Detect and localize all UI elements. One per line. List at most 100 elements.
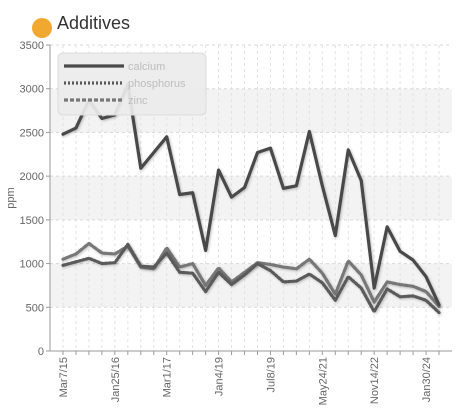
data-point-calcium	[101, 117, 103, 120]
x-tick-label: Mar1/17	[162, 357, 174, 397]
data-point-phosphorus	[438, 311, 440, 314]
data-point-phosphorus	[114, 261, 116, 264]
data-point-calcium	[204, 249, 207, 252]
data-point-zinc	[282, 266, 285, 268]
series-phosphorus	[61, 242, 441, 315]
data-point-zinc	[114, 253, 116, 255]
chart-title: Additives	[57, 13, 130, 33]
grid-lines	[50, 44, 452, 352]
data-point-calcium	[62, 133, 64, 135]
data-point-zinc	[101, 252, 103, 254]
data-point-zinc	[75, 253, 77, 255]
x-tick-label: Jan25/16	[110, 357, 122, 402]
data-point-phosphorus	[308, 273, 311, 275]
data-point-zinc	[308, 258, 311, 261]
y-tick-label: 3500	[20, 40, 44, 52]
title-group: Additives	[32, 13, 130, 38]
y-tick-label: 500	[26, 302, 44, 314]
data-point-phosphorus	[425, 299, 427, 302]
data-point-phosphorus	[243, 274, 246, 276]
legend-label-zinc: zinc	[128, 95, 148, 107]
data-point-zinc	[269, 263, 272, 266]
data-point-zinc	[373, 301, 375, 303]
data-point-phosphorus	[256, 262, 259, 265]
data-point-phosphorus	[178, 271, 181, 274]
data-point-phosphorus	[321, 282, 324, 284]
data-point-calcium	[412, 259, 414, 261]
axes: 0 500 1000 1500 2000 2500 3000 3500 Mar7/15 Jan25…	[5, 40, 452, 405]
data-point-phosphorus	[399, 295, 401, 298]
data-point-zinc	[425, 290, 427, 293]
data-point-calcium	[230, 196, 233, 198]
data-point-zinc	[360, 274, 363, 276]
data-point-phosphorus	[101, 262, 103, 265]
data-point-zinc	[191, 262, 194, 265]
title-dot-icon	[32, 18, 52, 38]
data-point-calcium	[256, 151, 259, 154]
data-point-calcium	[191, 191, 194, 194]
y-tick-label: 1500	[20, 215, 44, 227]
data-point-zinc	[386, 281, 388, 283]
x-tick-label: Jul8/19	[265, 357, 277, 392]
data-point-calcium	[334, 234, 337, 237]
x-tick-label: Jan4/19	[214, 357, 226, 396]
data-point-calcium	[217, 169, 220, 171]
data-point-phosphorus	[412, 295, 414, 297]
x-tick-label: Jan30/24	[421, 357, 433, 402]
data-point-calcium	[308, 130, 311, 133]
legend-label-calcium: calcium	[128, 61, 165, 73]
data-point-zinc	[217, 267, 220, 269]
data-point-calcium	[282, 187, 285, 190]
data-point-phosphorus	[373, 310, 375, 313]
legend-label-phosphorus: phosphorus	[128, 78, 186, 90]
data-point-phosphorus	[295, 280, 298, 282]
data-point-calcium	[321, 184, 324, 187]
data-point-zinc	[62, 258, 64, 261]
data-point-calcium	[152, 151, 155, 154]
x-tick-label: Mar7/15	[58, 357, 70, 397]
x-tick-label: May24/21	[317, 357, 329, 405]
data-point-calcium	[425, 275, 427, 278]
data-point-calcium	[139, 167, 142, 170]
data-point-calcium	[243, 186, 246, 189]
data-point-phosphorus	[191, 272, 194, 274]
y-tick-label: 2500	[20, 127, 44, 139]
y-axis-title: ppm	[5, 187, 17, 208]
y-tick-label: 2000	[20, 171, 44, 183]
data-point-zinc	[178, 266, 181, 268]
data-point-zinc	[204, 284, 207, 287]
data-point-phosphorus	[282, 281, 285, 283]
data-point-zinc	[412, 285, 414, 288]
data-point-calcium	[75, 127, 77, 129]
y-tick-label: 3000	[20, 84, 44, 96]
data-point-calcium	[165, 136, 168, 138]
data-point-calcium	[295, 184, 298, 187]
data-point-phosphorus	[360, 287, 363, 289]
plot-band	[50, 219, 452, 264]
data-point-phosphorus	[217, 271, 220, 274]
data-point-phosphorus	[269, 269, 272, 272]
data-point-zinc	[347, 260, 350, 262]
data-point-calcium	[360, 179, 363, 182]
plot-band	[50, 176, 452, 220]
data-point-zinc	[334, 293, 337, 295]
data-point-phosphorus	[127, 243, 129, 246]
data-point-phosphorus	[152, 266, 155, 268]
data-point-phosphorus	[139, 265, 142, 267]
data-point-zinc	[165, 247, 168, 249]
data-point-calcium	[373, 287, 375, 289]
y-tick-label: 0	[38, 346, 44, 358]
data-point-phosphorus	[75, 261, 77, 263]
data-point-phosphorus	[62, 264, 64, 267]
data-point-zinc	[295, 268, 298, 270]
data-point-calcium	[269, 147, 272, 149]
data-point-calcium	[347, 149, 350, 151]
data-point-phosphorus	[230, 283, 233, 286]
data-point-calcium	[178, 193, 181, 196]
plot-band	[50, 307, 452, 351]
data-point-phosphorus	[165, 252, 168, 254]
data-point-calcium	[438, 303, 440, 306]
data-point-phosphorus	[204, 290, 207, 293]
